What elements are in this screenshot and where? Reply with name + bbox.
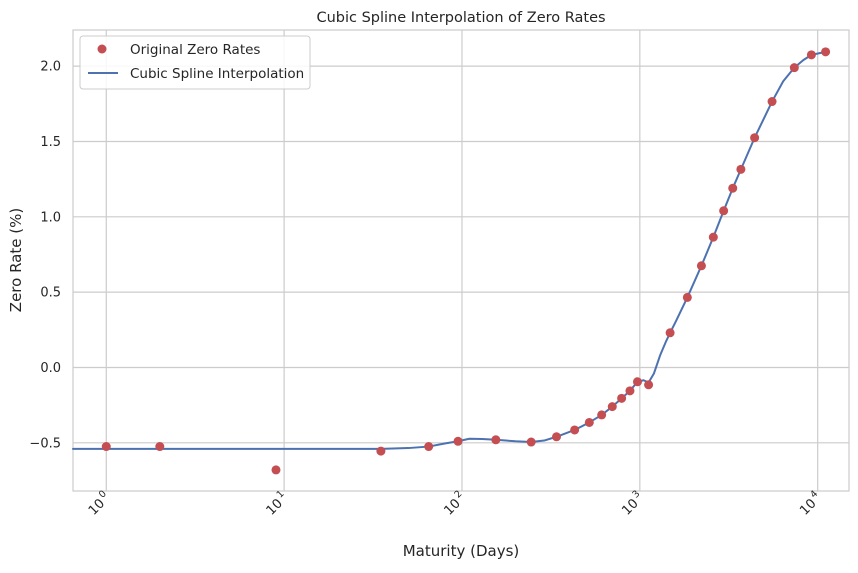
data-point bbox=[597, 410, 607, 420]
y-tick-label: 1.0 bbox=[40, 210, 61, 225]
x-tick-label: 102 bbox=[439, 488, 469, 518]
y-axis-label: Zero Rate (%) bbox=[7, 208, 25, 312]
y-tick-label: 1.5 bbox=[40, 135, 61, 150]
data-point bbox=[665, 328, 675, 338]
legend-marker-points bbox=[97, 44, 107, 54]
data-point bbox=[376, 446, 386, 456]
x-tick-label: 103 bbox=[617, 488, 647, 518]
data-point bbox=[708, 232, 718, 242]
data-point bbox=[682, 292, 692, 302]
data-point bbox=[750, 133, 760, 143]
data-point bbox=[632, 377, 642, 387]
x-tick-label: 104 bbox=[795, 488, 825, 518]
series-layer bbox=[72, 47, 831, 475]
data-point bbox=[767, 97, 777, 107]
data-point bbox=[625, 386, 635, 396]
data-point bbox=[424, 442, 434, 452]
x-tick-label: 100 bbox=[84, 488, 114, 518]
data-point bbox=[570, 425, 580, 435]
data-point bbox=[453, 436, 463, 446]
data-point bbox=[101, 442, 111, 452]
data-point bbox=[617, 393, 627, 403]
chart-title: Cubic Spline Interpolation of Zero Rates bbox=[316, 10, 605, 26]
x-tick-label: 101 bbox=[262, 488, 292, 518]
data-point bbox=[584, 417, 594, 427]
data-point bbox=[526, 437, 536, 447]
data-point bbox=[607, 402, 617, 412]
legend-box bbox=[79, 35, 311, 90]
x-axis-label: Maturity (Days) bbox=[403, 542, 520, 560]
legend: Original Zero Rates Cubic Spline Interpo… bbox=[79, 35, 311, 90]
data-point bbox=[552, 432, 561, 442]
data-point bbox=[271, 465, 281, 475]
data-point bbox=[719, 206, 729, 216]
legend-label-points: Original Zero Rates bbox=[130, 42, 260, 58]
y-tick-label: 0.5 bbox=[40, 286, 61, 301]
data-point bbox=[644, 380, 654, 390]
data-point bbox=[728, 183, 738, 193]
y-tick-label: 2.0 bbox=[40, 60, 61, 75]
data-point bbox=[491, 435, 501, 445]
y-tick-label: −0.5 bbox=[29, 436, 61, 451]
data-point bbox=[806, 50, 816, 60]
plot-frame bbox=[72, 29, 850, 492]
y-tick-label: 0.0 bbox=[40, 361, 61, 376]
data-point bbox=[821, 47, 831, 57]
plot-background bbox=[73, 30, 849, 491]
data-point bbox=[789, 63, 799, 73]
data-point bbox=[736, 164, 746, 174]
data-point bbox=[155, 442, 165, 452]
data-point bbox=[696, 261, 706, 271]
legend-label-line: Cubic Spline Interpolation bbox=[130, 66, 304, 82]
